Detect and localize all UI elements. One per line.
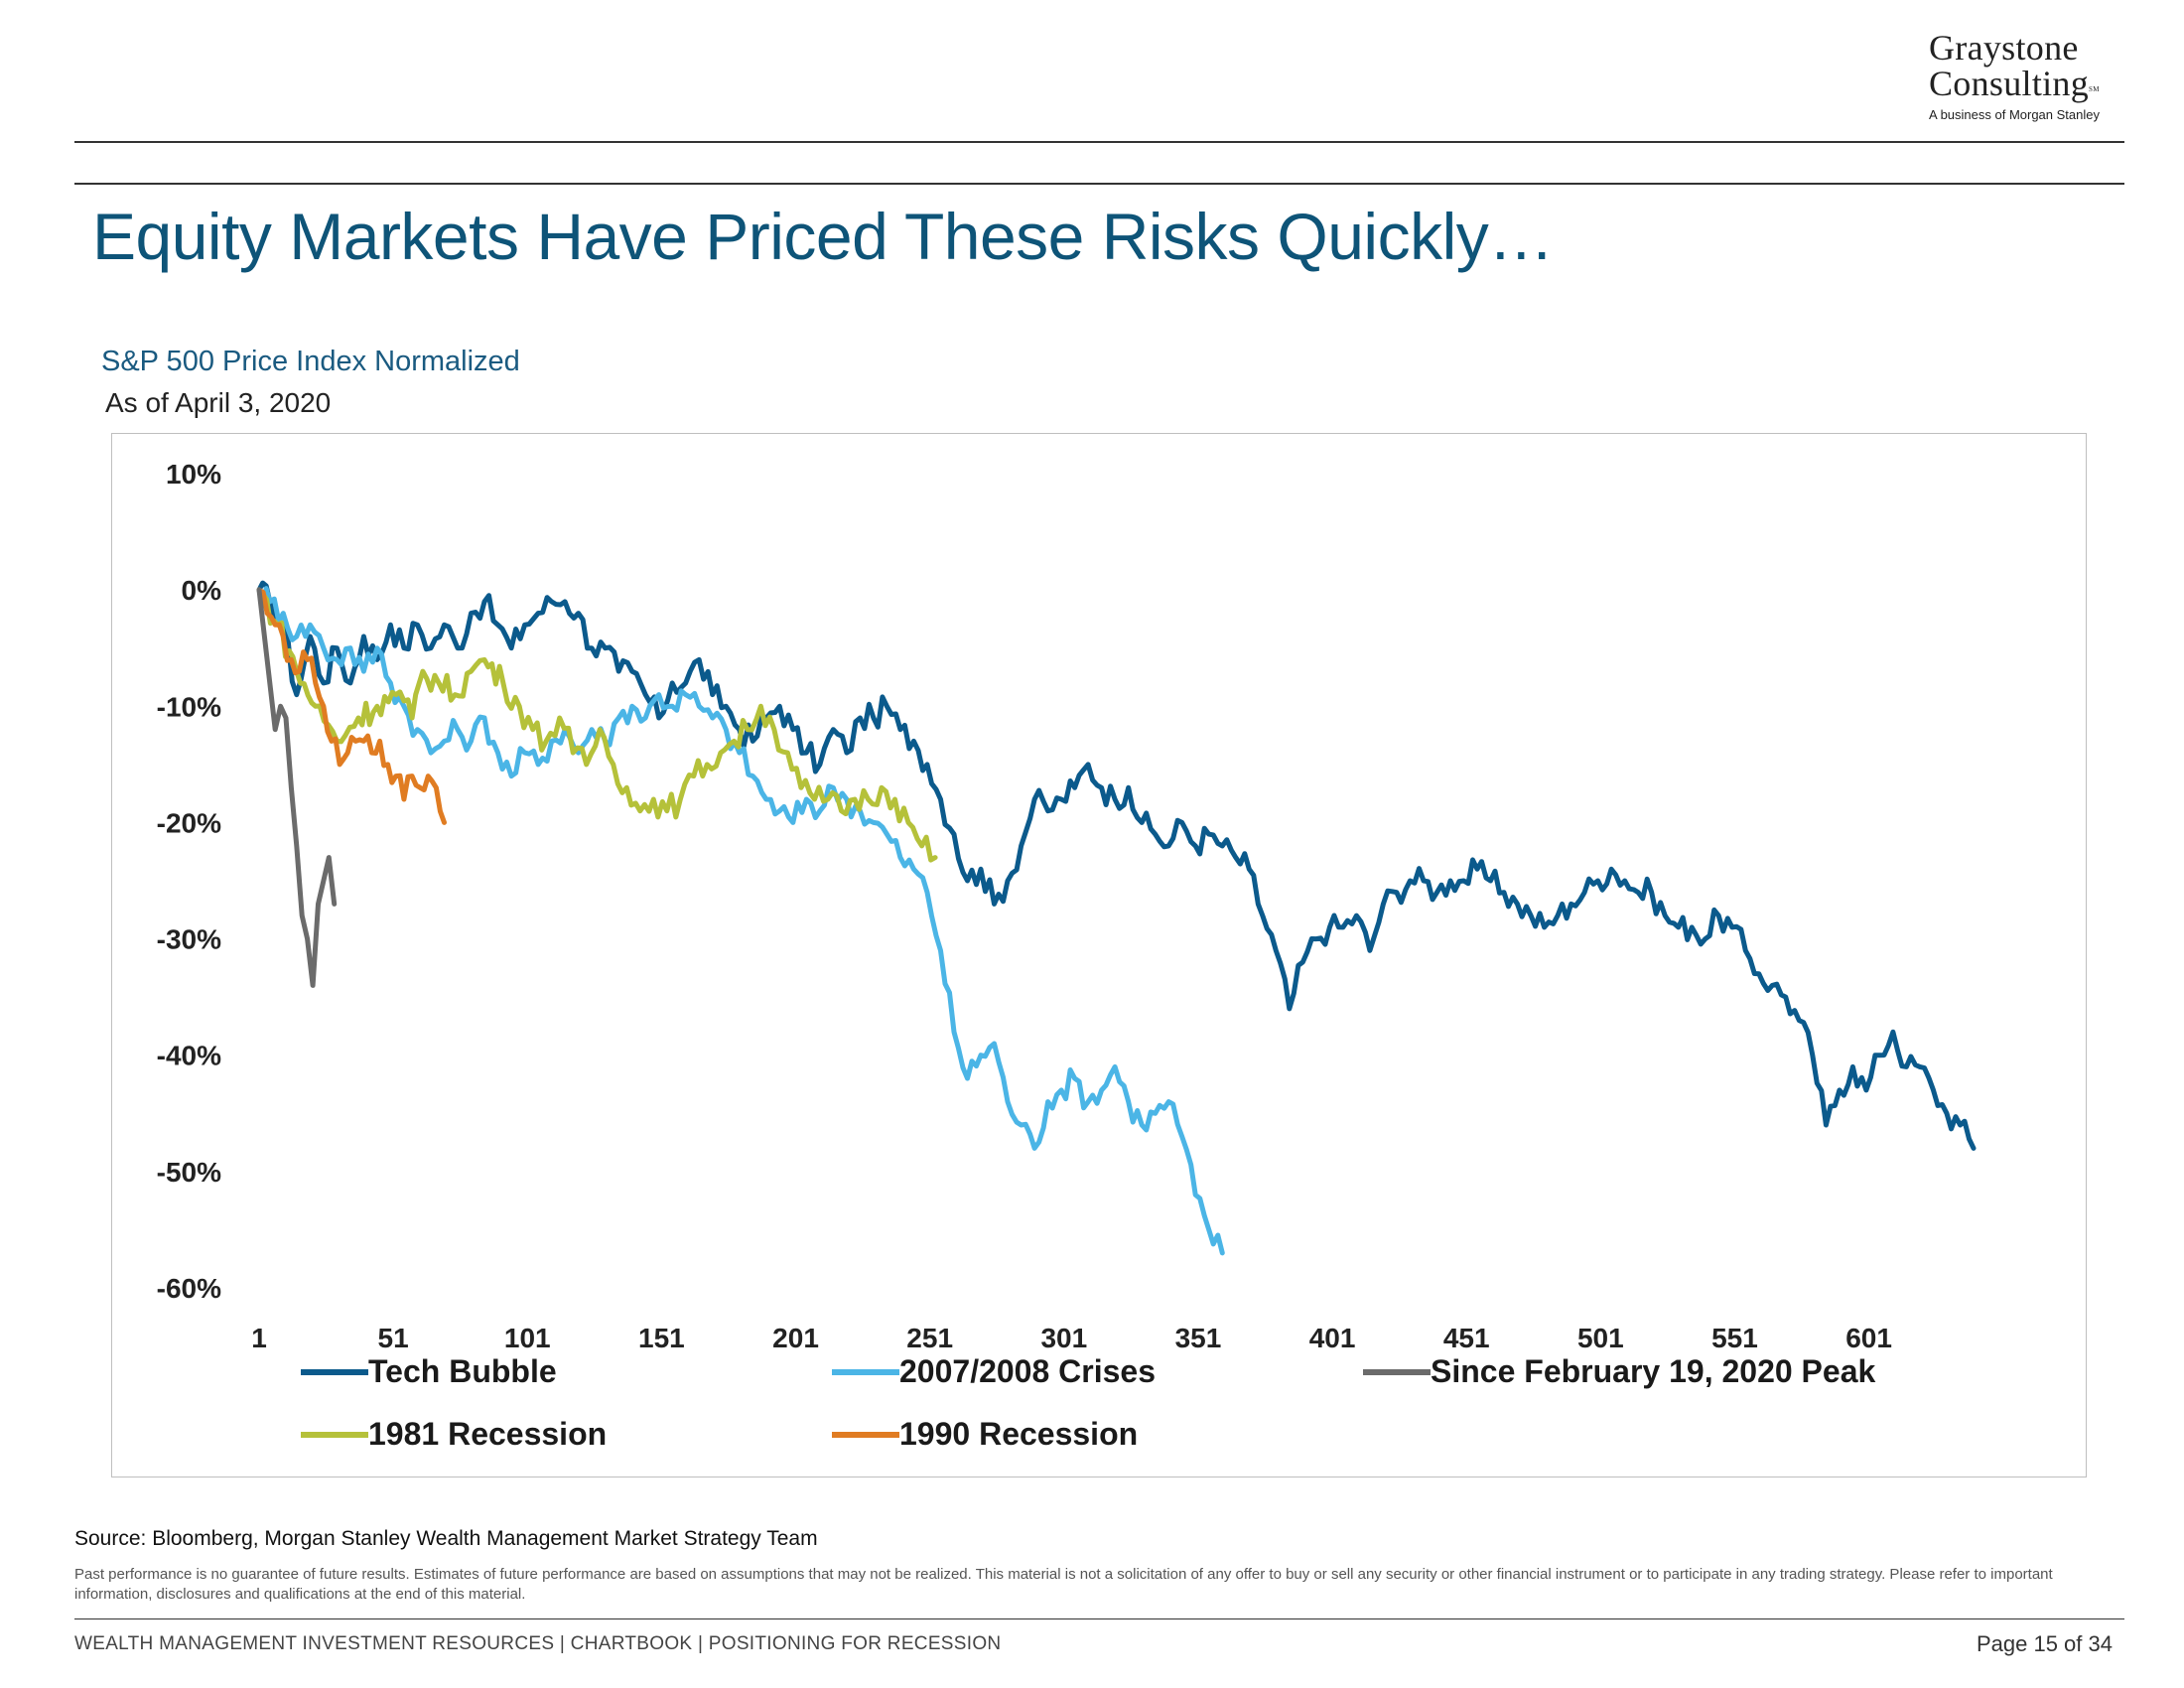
x-tick-label: 251: [906, 1323, 953, 1353]
sp500-normalized-chart: 10%0%-10%-20%-30%-40%-50%-60%1 51 101 151 20…: [157, 459, 1977, 1452]
legend-label: 1981 Recession: [368, 1416, 607, 1452]
y-tick-label: -10%: [157, 691, 221, 722]
logo-line-2: ConsultingSM: [1929, 66, 2127, 101]
x-tick-label: 101: [504, 1323, 551, 1353]
series-line-0: [256, 580, 1977, 1151]
series-line-3: [256, 587, 938, 863]
y-tick-label: 10%: [166, 459, 221, 490]
legend-label: Since February 19, 2020 Peak: [1431, 1353, 1875, 1389]
page-title: Equity Markets Have Priced These Risks Q…: [92, 200, 1554, 273]
x-tick-label: 551: [1711, 1323, 1758, 1353]
legend-label: Tech Bubble: [368, 1353, 557, 1389]
legend-label: 2007/2008 Crises: [899, 1353, 1156, 1389]
header-rule-bottom: [74, 183, 2124, 185]
logo-line-2-text: Consulting: [1929, 64, 2090, 103]
graystone-logo: Graystone ConsultingSM A business of Mor…: [1929, 30, 2127, 122]
y-tick-label: -30%: [157, 924, 221, 955]
source-note: Source: Bloomberg, Morgan Stanley Wealth…: [74, 1527, 818, 1550]
x-tick-label: 501: [1577, 1323, 1624, 1353]
logo-tagline: A business of Morgan Stanley: [1929, 107, 2100, 122]
y-tick-label: -50%: [157, 1157, 221, 1188]
footer-breadcrumb: WEALTH MANAGEMENT INVESTMENT RESOURCES |…: [74, 1633, 1002, 1654]
page-number: Page 15 of 34: [1976, 1631, 2113, 1656]
x-tick-label: 351: [1175, 1323, 1222, 1353]
y-tick-label: -20%: [157, 807, 221, 838]
x-tick-label: 51: [378, 1323, 409, 1353]
as-of-date: As of April 3, 2020: [105, 387, 332, 418]
x-tick-label: 301: [1040, 1323, 1087, 1353]
logo-line-1: Graystone: [1929, 28, 2079, 68]
footer-rule: [74, 1618, 2124, 1619]
series-line-4: [256, 587, 447, 825]
x-tick-label: 151: [638, 1323, 685, 1353]
logo-service-mark: SM: [2089, 85, 2100, 93]
series-line-1: [256, 586, 1225, 1256]
x-tick-label: 401: [1309, 1323, 1356, 1353]
series-line-2: [256, 587, 338, 988]
y-tick-label: -60%: [157, 1273, 221, 1304]
x-tick-label: 201: [772, 1323, 819, 1353]
chart-subtitle: S&P 500 Price Index Normalized: [101, 346, 520, 377]
chart-frame: 10% 0% -10% -20% -30% -40% -50% -60% 1 51 101 151 20…: [111, 433, 2087, 1477]
legend-label: 1990 Recession: [899, 1416, 1138, 1452]
y-tick-label: -40%: [157, 1041, 221, 1071]
header-rule-top: [74, 141, 2124, 143]
x-tick-label: 601: [1845, 1323, 1892, 1353]
disclaimer: Past performance is no guarantee of futu…: [74, 1566, 2053, 1603]
x-tick-label: 1: [251, 1323, 267, 1353]
y-tick-label: 0%: [182, 575, 222, 606]
x-tick-label: 451: [1443, 1323, 1490, 1353]
